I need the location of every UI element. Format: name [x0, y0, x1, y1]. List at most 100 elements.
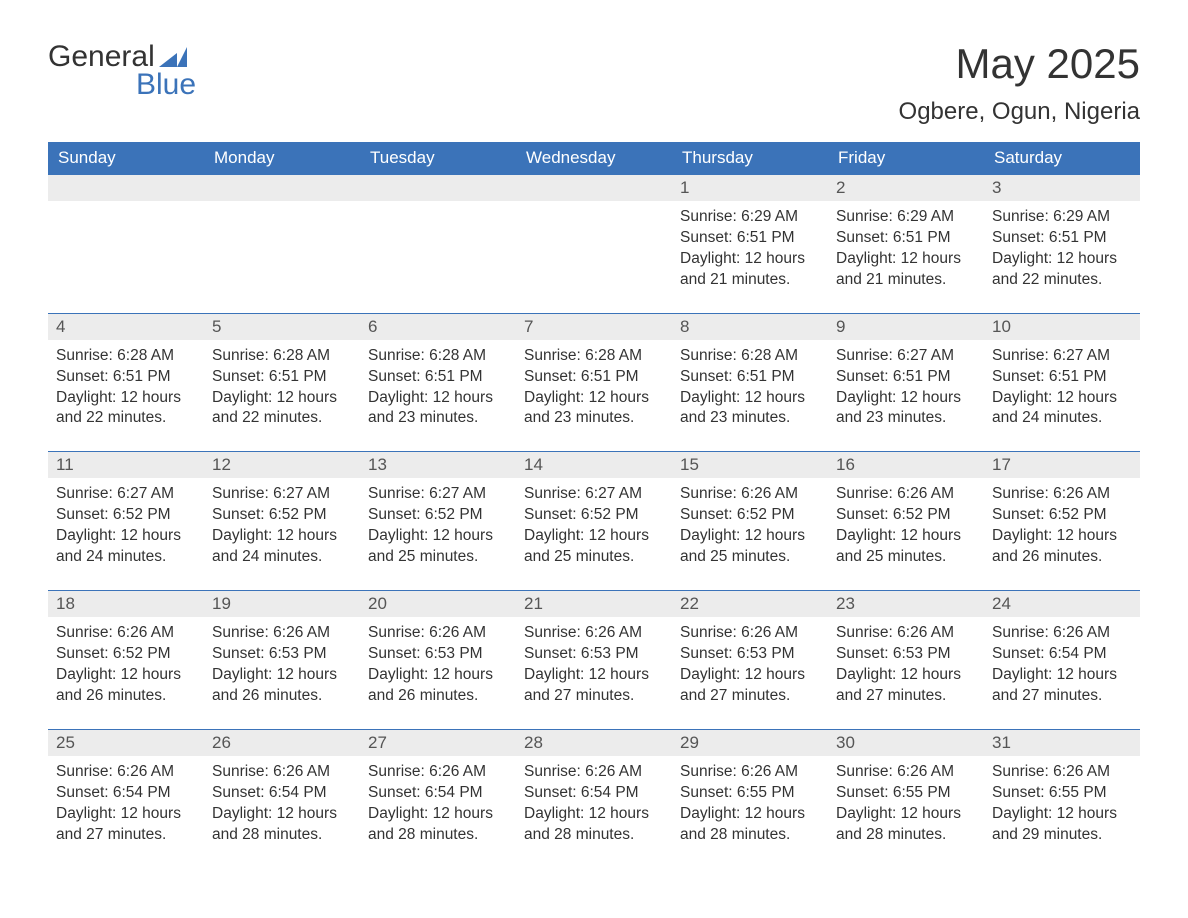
sunrise-line-value: 6:26 AM — [429, 763, 486, 780]
sunrise-line: Sunrise: 6:26 AM — [680, 623, 820, 644]
daylight-line-label: Daylight: — [836, 250, 901, 267]
day-body: Sunrise: 6:26 AMSunset: 6:53 PMDaylight:… — [516, 617, 672, 729]
sunrise-line: Sunrise: 6:26 AM — [836, 762, 976, 783]
sunrise-line-label: Sunrise: — [524, 763, 585, 780]
day-body: Sunrise: 6:26 AMSunset: 6:54 PMDaylight:… — [516, 756, 672, 868]
day-body: Sunrise: 6:26 AMSunset: 6:52 PMDaylight:… — [672, 478, 828, 590]
daylight-line: Daylight: 12 hours and 26 minutes. — [368, 665, 508, 707]
calendar-cell: 7Sunrise: 6:28 AMSunset: 6:51 PMDaylight… — [516, 313, 672, 452]
day-body: Sunrise: 6:29 AMSunset: 6:51 PMDaylight:… — [672, 201, 828, 313]
sunrise-line: Sunrise: 6:26 AM — [992, 484, 1132, 505]
sunrise-line: Sunrise: 6:26 AM — [524, 623, 664, 644]
daylight-line: Daylight: 12 hours and 23 minutes. — [836, 388, 976, 430]
calendar-week-row: 4Sunrise: 6:28 AMSunset: 6:51 PMDaylight… — [48, 313, 1140, 452]
day-number: 24 — [984, 591, 1140, 617]
sunset-line-value: 6:51 PM — [269, 368, 327, 385]
daylight-line-label: Daylight: — [992, 527, 1057, 544]
calendar-cell — [516, 175, 672, 314]
sunset-line: Sunset: 6:52 PM — [56, 644, 196, 665]
calendar-table: SundayMondayTuesdayWednesdayThursdayFrid… — [48, 142, 1140, 867]
sunset-line-value: 6:52 PM — [425, 506, 483, 523]
daylight-line-label: Daylight: — [680, 527, 745, 544]
daylight-line: Daylight: 12 hours and 28 minutes. — [212, 804, 352, 846]
sunrise-line-value: 6:26 AM — [897, 624, 954, 641]
day-number: 6 — [360, 314, 516, 340]
sunrise-line: Sunrise: 6:26 AM — [836, 484, 976, 505]
day-number: 22 — [672, 591, 828, 617]
sunrise-line-value: 6:27 AM — [1053, 347, 1110, 364]
sunset-line-label: Sunset: — [56, 645, 113, 662]
location-title: Ogbere, Ogun, Nigeria — [899, 98, 1140, 126]
day-body: Sunrise: 6:28 AMSunset: 6:51 PMDaylight:… — [516, 340, 672, 452]
sunset-line: Sunset: 6:55 PM — [680, 783, 820, 804]
daylight-line: Daylight: 12 hours and 21 minutes. — [836, 249, 976, 291]
sunrise-line-label: Sunrise: — [56, 763, 117, 780]
sunrise-line: Sunrise: 6:26 AM — [992, 623, 1132, 644]
sunrise-line-label: Sunrise: — [992, 485, 1053, 502]
logo-mark-icon — [159, 47, 187, 67]
calendar-cell: 24Sunrise: 6:26 AMSunset: 6:54 PMDayligh… — [984, 591, 1140, 730]
calendar-cell: 16Sunrise: 6:26 AMSunset: 6:52 PMDayligh… — [828, 452, 984, 591]
day-body: Sunrise: 6:28 AMSunset: 6:51 PMDaylight:… — [204, 340, 360, 452]
sunset-line: Sunset: 6:51 PM — [992, 367, 1132, 388]
sunset-line-value: 6:51 PM — [893, 368, 951, 385]
calendar-cell: 31Sunrise: 6:26 AMSunset: 6:55 PMDayligh… — [984, 729, 1140, 867]
day-body: Sunrise: 6:26 AMSunset: 6:54 PMDaylight:… — [204, 756, 360, 868]
sunrise-line-value: 6:26 AM — [741, 485, 798, 502]
sunset-line-value: 6:52 PM — [269, 506, 327, 523]
sunset-line: Sunset: 6:51 PM — [680, 228, 820, 249]
sunset-line-value: 6:53 PM — [737, 645, 795, 662]
sunrise-line: Sunrise: 6:26 AM — [56, 623, 196, 644]
sunrise-line-value: 6:26 AM — [1053, 624, 1110, 641]
sunset-line: Sunset: 6:55 PM — [992, 783, 1132, 804]
sunset-line-value: 6:52 PM — [737, 506, 795, 523]
sunrise-line-value: 6:27 AM — [585, 485, 642, 502]
day-body: Sunrise: 6:26 AMSunset: 6:52 PMDaylight:… — [48, 617, 204, 729]
sunset-line-label: Sunset: — [212, 645, 269, 662]
daylight-line-label: Daylight: — [992, 389, 1057, 406]
calendar-cell: 5Sunrise: 6:28 AMSunset: 6:51 PMDaylight… — [204, 313, 360, 452]
sunset-line: Sunset: 6:55 PM — [836, 783, 976, 804]
daylight-line-label: Daylight: — [680, 666, 745, 683]
daylight-line-label: Daylight: — [56, 527, 121, 544]
sunrise-line-label: Sunrise: — [680, 624, 741, 641]
weekday-header: Saturday — [984, 142, 1140, 175]
sunrise-line-label: Sunrise: — [212, 763, 273, 780]
calendar-cell: 4Sunrise: 6:28 AMSunset: 6:51 PMDaylight… — [48, 313, 204, 452]
sunset-line: Sunset: 6:52 PM — [680, 505, 820, 526]
day-number: 21 — [516, 591, 672, 617]
sunset-line: Sunset: 6:52 PM — [56, 505, 196, 526]
sunset-line: Sunset: 6:51 PM — [368, 367, 508, 388]
daylight-line-label: Daylight: — [680, 389, 745, 406]
sunset-line: Sunset: 6:51 PM — [992, 228, 1132, 249]
sunset-line-value: 6:55 PM — [1049, 784, 1107, 801]
sunrise-line: Sunrise: 6:26 AM — [56, 762, 196, 783]
sunrise-line-label: Sunrise: — [836, 347, 897, 364]
sunset-line-label: Sunset: — [524, 506, 581, 523]
sunrise-line-label: Sunrise: — [680, 763, 741, 780]
daylight-line: Daylight: 12 hours and 28 minutes. — [836, 804, 976, 846]
month-title: May 2025 — [899, 40, 1140, 88]
day-body: Sunrise: 6:26 AMSunset: 6:54 PMDaylight:… — [360, 756, 516, 868]
sunset-line-value: 6:51 PM — [737, 229, 795, 246]
calendar-cell: 19Sunrise: 6:26 AMSunset: 6:53 PMDayligh… — [204, 591, 360, 730]
day-body — [516, 201, 672, 297]
sunrise-line: Sunrise: 6:28 AM — [368, 346, 508, 367]
sunset-line: Sunset: 6:51 PM — [524, 367, 664, 388]
daylight-line-label: Daylight: — [368, 527, 433, 544]
sunrise-line-label: Sunrise: — [56, 485, 117, 502]
sunset-line-label: Sunset: — [56, 506, 113, 523]
day-number: 25 — [48, 730, 204, 756]
logo-text-2: Blue — [136, 68, 196, 102]
daylight-line: Daylight: 12 hours and 28 minutes. — [680, 804, 820, 846]
sunset-line-value: 6:54 PM — [269, 784, 327, 801]
sunset-line: Sunset: 6:53 PM — [680, 644, 820, 665]
sunrise-line-value: 6:26 AM — [117, 624, 174, 641]
sunrise-line-label: Sunrise: — [992, 347, 1053, 364]
sunset-line-label: Sunset: — [212, 368, 269, 385]
sunrise-line: Sunrise: 6:27 AM — [368, 484, 508, 505]
sunset-line: Sunset: 6:54 PM — [56, 783, 196, 804]
calendar-cell: 13Sunrise: 6:27 AMSunset: 6:52 PMDayligh… — [360, 452, 516, 591]
day-body: Sunrise: 6:26 AMSunset: 6:52 PMDaylight:… — [984, 478, 1140, 590]
sunset-line: Sunset: 6:54 PM — [368, 783, 508, 804]
